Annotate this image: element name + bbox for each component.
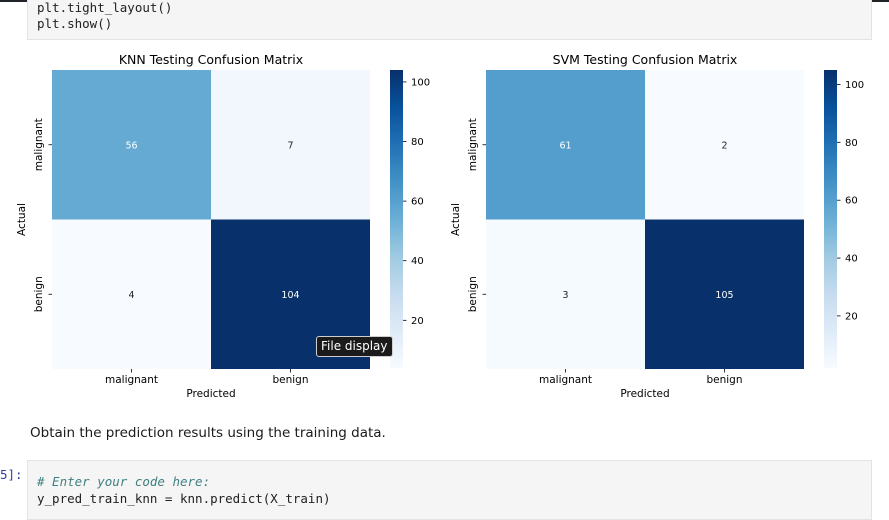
chart1-cbar-tick-label-20: 20 bbox=[411, 316, 424, 327]
confusion-matrix-figure: KNN Testing Confusion Matrix 56 7 4 104 malig… bbox=[16, 52, 864, 400]
cell-execution-prompt: 5]: bbox=[0, 467, 23, 482]
markdown-cell-text: Obtain the prediction results using the … bbox=[30, 425, 386, 441]
chart2-cbar-tick-label-20: 20 bbox=[845, 311, 858, 322]
chart1-xtick-label-1: benign bbox=[272, 374, 308, 386]
chart2-cbar-tick-label-40: 40 bbox=[845, 254, 858, 265]
file-display-tooltip: File display bbox=[316, 336, 393, 357]
chart1-cbar-tick-label-80: 80 bbox=[411, 137, 424, 148]
chart2-cell-label-r1c1: 105 bbox=[715, 290, 733, 301]
chart1-cell-label-r0c0: 56 bbox=[125, 140, 137, 151]
chart1-ylabel: Actual bbox=[16, 203, 28, 236]
chart2-cbar-tick-label-100: 100 bbox=[845, 80, 864, 91]
chart2-cell-r1c1 bbox=[645, 219, 804, 369]
chart1-cell-r0c1 bbox=[211, 70, 370, 220]
chart2-xlabel: Predicted bbox=[620, 388, 669, 400]
chart1-cell-r0c0 bbox=[52, 70, 211, 220]
code-cell-predict[interactable]: # Enter your code here: y_pred_train_knn… bbox=[27, 460, 872, 520]
chart1-cbar-tick-label-100: 100 bbox=[411, 77, 430, 88]
chart2-xtick-label-1: benign bbox=[706, 374, 742, 386]
chart2-cell-label-r0c1: 2 bbox=[721, 140, 727, 151]
chart2-cell-r0c0 bbox=[486, 70, 645, 220]
chart1-cell-r1c0 bbox=[52, 219, 211, 369]
chart2-colorbar bbox=[824, 70, 837, 368]
chart2-xtick-label-0: malignant bbox=[539, 374, 592, 386]
chart1-colorbar bbox=[390, 70, 403, 368]
code-line-tight-layout: plt.tight_layout() bbox=[37, 0, 173, 15]
code-cell-plot[interactable]: plt.tight_layout() plt.show() bbox=[27, 0, 872, 40]
code-line-predict: y_pred_train_knn = knn.predict(X_train) bbox=[37, 491, 331, 506]
chart2-ytick-label-0: malignant bbox=[467, 118, 479, 171]
chart1-cbar-tick-label-60: 60 bbox=[411, 197, 424, 208]
chart1-ytick-label-0: malignant bbox=[33, 118, 45, 171]
chart2-cell-r0c1 bbox=[645, 70, 804, 220]
chart2-cell-label-r1c0: 3 bbox=[562, 290, 568, 301]
chart2-cell-label-r0c0: 61 bbox=[559, 140, 571, 151]
chart2-cbar-tick-label-80: 80 bbox=[845, 138, 858, 149]
chart2-ytick-label-1: benign bbox=[467, 276, 479, 312]
code-comment: # Enter your code here: bbox=[37, 474, 211, 489]
chart1-xlabel: Predicted bbox=[186, 388, 235, 400]
chart1-cell-label-r1c1: 104 bbox=[281, 290, 299, 301]
chart1-cbar-tick-label-40: 40 bbox=[411, 256, 424, 267]
chart2-cell-r1c0 bbox=[486, 219, 645, 369]
chart2-ylabel: Actual bbox=[450, 203, 462, 236]
chart1-xtick-label-0: malignant bbox=[105, 374, 158, 386]
chart1-ytick-label-1: benign bbox=[33, 276, 45, 312]
chart1-cell-label-r0c1: 7 bbox=[287, 140, 293, 151]
chart2-title: SVM Testing Confusion Matrix bbox=[553, 52, 738, 67]
chart1-title: KNN Testing Confusion Matrix bbox=[119, 52, 303, 67]
code-line-show: plt.show() bbox=[37, 16, 113, 31]
chart2-cbar-tick-label-60: 60 bbox=[845, 196, 858, 207]
chart1-cell-label-r1c0: 4 bbox=[128, 290, 134, 301]
